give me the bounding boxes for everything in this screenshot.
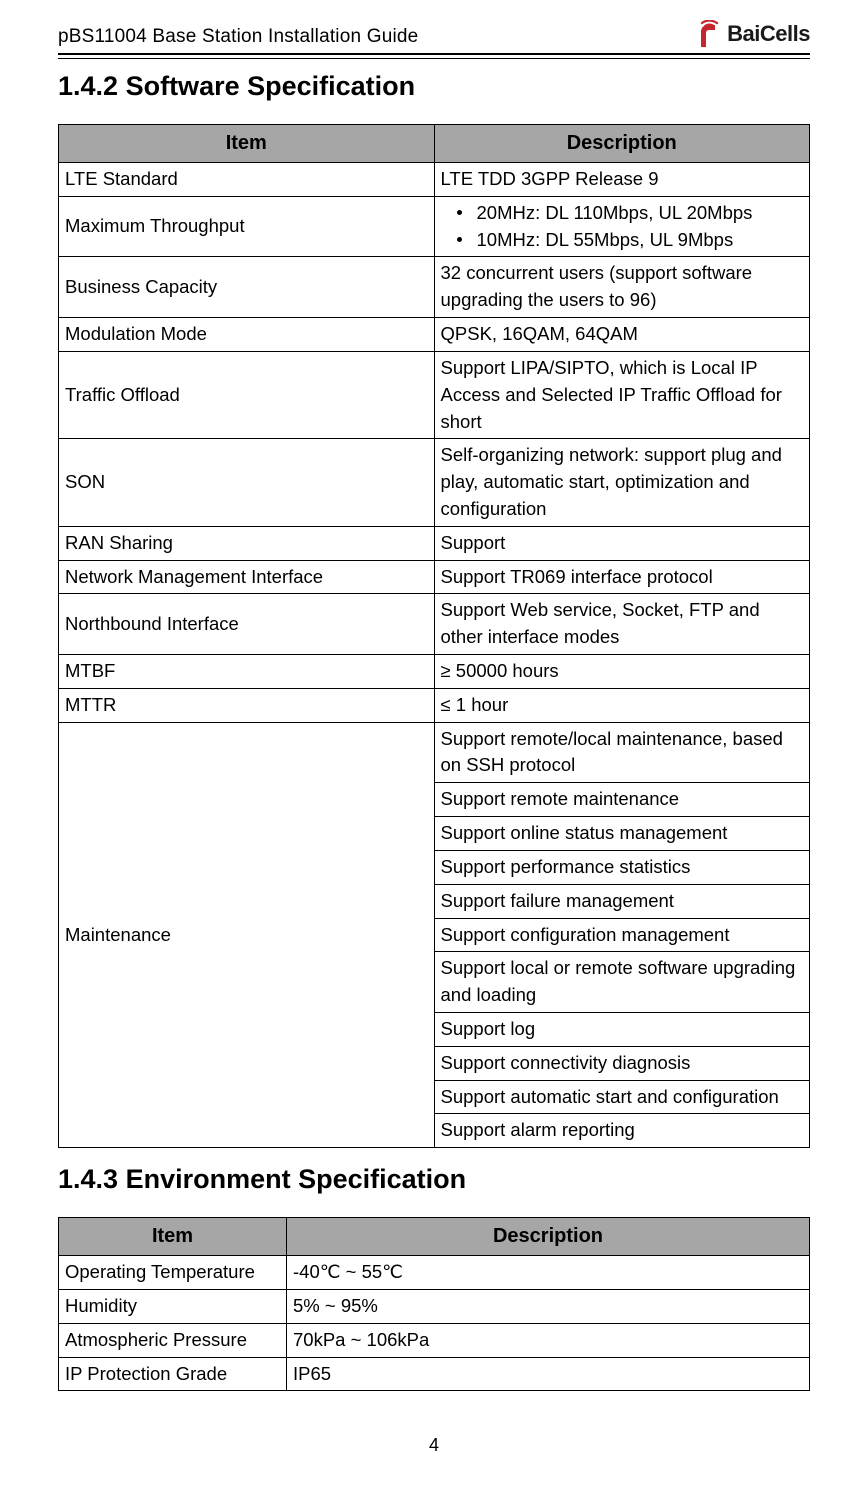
cell-desc: QPSK, 16QAM, 64QAM (434, 318, 810, 352)
cell-item: SON (59, 439, 435, 526)
cell-desc: Support configuration management (434, 918, 810, 952)
table-row: Northbound Interface Support Web service… (59, 594, 810, 655)
table-row: Traffic Offload Support LIPA/SIPTO, whic… (59, 351, 810, 438)
cell-desc: Support local or remote software upgradi… (434, 952, 810, 1013)
table-row: Maximum Throughput 20MHz: DL 110Mbps, UL… (59, 196, 810, 257)
software-spec-table: Item Description LTE Standard LTE TDD 3G… (58, 124, 810, 1148)
cell-item: Humidity (59, 1290, 287, 1324)
cell-desc: Support connectivity diagnosis (434, 1046, 810, 1080)
table-row: RAN Sharing Support (59, 526, 810, 560)
baicells-icon (697, 20, 723, 48)
table-row: Operating Temperature -40℃ ~ 55℃ (59, 1256, 810, 1290)
cell-desc: Support log (434, 1012, 810, 1046)
cell-desc: Support remote/local maintenance, based … (434, 722, 810, 783)
logo: BaiCells (697, 20, 810, 48)
table-row: Modulation Mode QPSK, 16QAM, 64QAM (59, 318, 810, 352)
table-row: MTTR ≤ 1 hour (59, 688, 810, 722)
cell-desc: Support online status management (434, 817, 810, 851)
col-item: Item (59, 125, 435, 163)
table-row: Network Management Interface Support TR0… (59, 560, 810, 594)
section-number: 1.4.2 (58, 71, 118, 101)
section-number: 1.4.3 (58, 1164, 118, 1194)
col-desc: Description (287, 1218, 810, 1256)
table-row: SON Self-organizing network: support plu… (59, 439, 810, 526)
cell-desc: Support LIPA/SIPTO, which is Local IP Ac… (434, 351, 810, 438)
cell-desc: -40℃ ~ 55℃ (287, 1256, 810, 1290)
table-row: Humidity 5% ~ 95% (59, 1290, 810, 1324)
cell-item: MTBF (59, 655, 435, 689)
cell-item: LTE Standard (59, 163, 435, 197)
cell-desc: Support TR069 interface protocol (434, 560, 810, 594)
cell-desc: Support alarm reporting (434, 1114, 810, 1148)
cell-item: Maximum Throughput (59, 196, 435, 257)
cell-desc: 32 concurrent users (support software up… (434, 257, 810, 318)
table-row: Business Capacity 32 concurrent users (s… (59, 257, 810, 318)
cell-desc: LTE TDD 3GPP Release 9 (434, 163, 810, 197)
cell-item: IP Protection Grade (59, 1357, 287, 1391)
table-row: LTE Standard LTE TDD 3GPP Release 9 (59, 163, 810, 197)
col-item: Item (59, 1218, 287, 1256)
cell-desc: Support performance statistics (434, 850, 810, 884)
cell-item: Modulation Mode (59, 318, 435, 352)
cell-item: Maintenance (59, 722, 435, 1148)
page-header: pBS11004 Base Station Installation Guide… (58, 20, 810, 50)
throughput-list: 20MHz: DL 110Mbps, UL 20Mbps 10MHz: DL 5… (441, 200, 804, 254)
list-item: 10MHz: DL 55Mbps, UL 9Mbps (457, 227, 804, 254)
cell-item: MTTR (59, 688, 435, 722)
cell-desc: Support automatic start and configuratio… (434, 1080, 810, 1114)
table-row: Atmospheric Pressure 70kPa ~ 106kPa (59, 1323, 810, 1357)
section-heading-software: 1.4.2 Software Specification (58, 71, 810, 102)
table-header-row: Item Description (59, 1218, 810, 1256)
cell-desc: IP65 (287, 1357, 810, 1391)
cell-desc: ≥ 50000 hours (434, 655, 810, 689)
cell-desc: Support (434, 526, 810, 560)
table-row: IP Protection Grade IP65 (59, 1357, 810, 1391)
cell-item: Network Management Interface (59, 560, 435, 594)
logo-text: BaiCells (727, 21, 810, 47)
cell-item: RAN Sharing (59, 526, 435, 560)
table-header-row: Item Description (59, 125, 810, 163)
doc-title: pBS11004 Base Station Installation Guide (58, 26, 418, 48)
list-item: 20MHz: DL 110Mbps, UL 20Mbps (457, 200, 804, 227)
cell-desc: ≤ 1 hour (434, 688, 810, 722)
cell-desc: 20MHz: DL 110Mbps, UL 20Mbps 10MHz: DL 5… (434, 196, 810, 257)
cell-item: Operating Temperature (59, 1256, 287, 1290)
page: pBS11004 Base Station Installation Guide… (0, 0, 868, 1486)
col-desc: Description (434, 125, 810, 163)
cell-desc: Self-organizing network: support plug an… (434, 439, 810, 526)
cell-desc: Support remote maintenance (434, 783, 810, 817)
cell-desc: Support failure management (434, 884, 810, 918)
page-number: 4 (58, 1435, 810, 1456)
cell-desc: 70kPa ~ 106kPa (287, 1323, 810, 1357)
cell-desc: Support Web service, Socket, FTP and oth… (434, 594, 810, 655)
cell-item: Atmospheric Pressure (59, 1323, 287, 1357)
section-heading-environment: 1.4.3 Environment Specification (58, 1164, 810, 1195)
section-title: Environment Specification (126, 1164, 467, 1194)
table-row: MTBF ≥ 50000 hours (59, 655, 810, 689)
cell-item: Traffic Offload (59, 351, 435, 438)
cell-item: Business Capacity (59, 257, 435, 318)
header-rule (58, 53, 810, 59)
table-row: Maintenance Support remote/local mainten… (59, 722, 810, 783)
environment-spec-table: Item Description Operating Temperature -… (58, 1217, 810, 1391)
cell-item: Northbound Interface (59, 594, 435, 655)
section-title: Software Specification (126, 71, 416, 101)
cell-desc: 5% ~ 95% (287, 1290, 810, 1324)
